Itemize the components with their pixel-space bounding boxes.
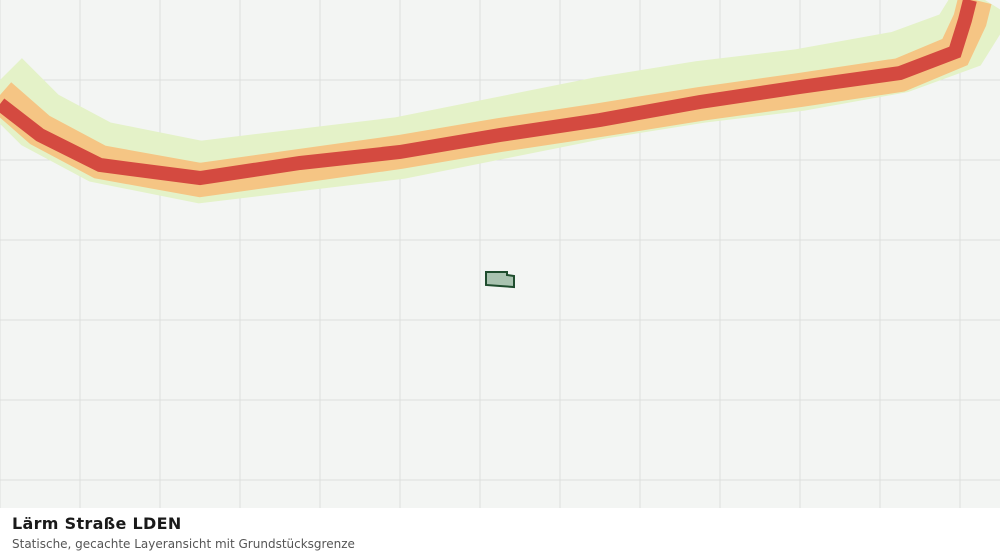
layer-title: Lärm Straße LDEN <box>12 514 182 533</box>
noise-zone-high <box>0 0 977 186</box>
map <box>0 0 1000 508</box>
layer-subtitle: Statische, gecachte Layeransicht mit Gru… <box>12 537 355 551</box>
noise-layer <box>0 0 1000 204</box>
parcel-boundary <box>485 271 515 289</box>
footer: Lärm Straße LDEN Statische, gecachte Lay… <box>0 508 1000 560</box>
